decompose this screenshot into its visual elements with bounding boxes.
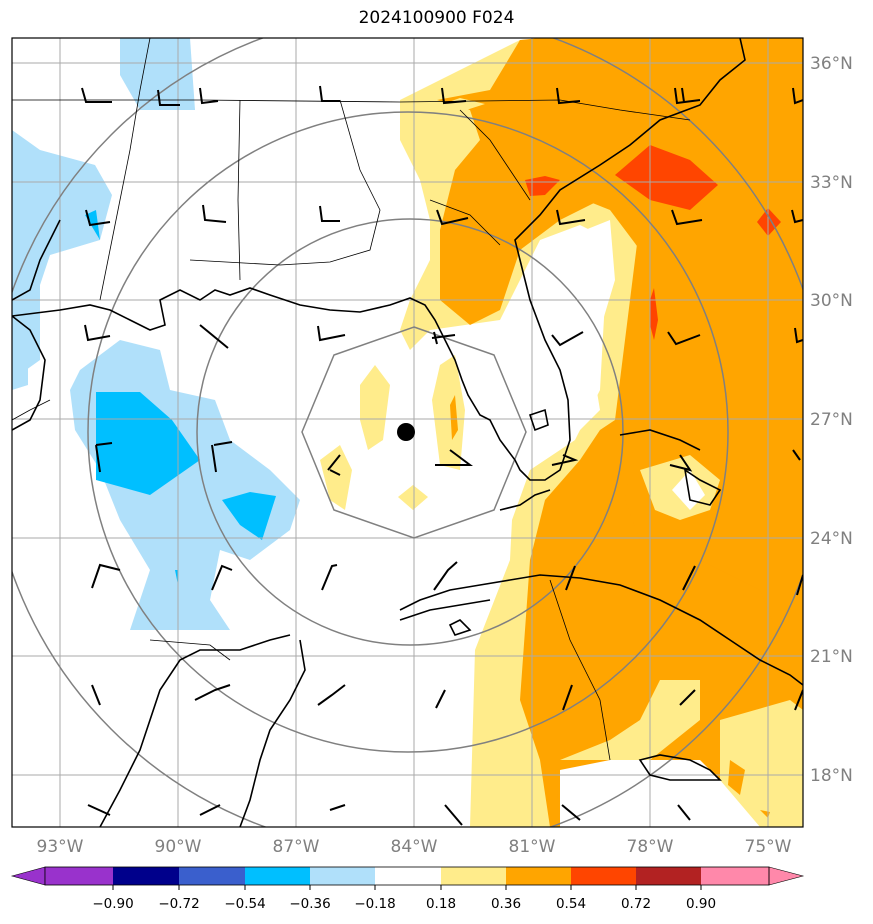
lat-label: 21°N bbox=[810, 647, 853, 667]
small-positive-blobs bbox=[320, 355, 465, 510]
colorbar-tick-label: 0.54 bbox=[556, 896, 586, 912]
colorbar-tick-label: 0.90 bbox=[686, 896, 716, 912]
storm-center-dot bbox=[397, 423, 415, 441]
colorbar-tick-label: 0.72 bbox=[621, 896, 651, 912]
colorbar-bin bbox=[179, 867, 245, 885]
colorbar-bin bbox=[113, 867, 179, 885]
wind-barbs bbox=[81, 85, 803, 826]
lat-label: 24°N bbox=[810, 529, 853, 549]
colorbar-tick-label: −0.36 bbox=[289, 896, 330, 912]
colorbar-tick-label: −0.54 bbox=[224, 896, 265, 912]
map-border bbox=[11, 37, 804, 828]
colorbar: −0.90 −0.72 −0.54 −0.36 −0.18 0.18 0.36 … bbox=[10, 866, 805, 912]
latitude-labels: 36°N 33°N 30°N 27°N 24°N 21°N 18°N bbox=[810, 54, 853, 786]
colorbar-bin bbox=[506, 867, 571, 885]
colorbar-bin bbox=[701, 867, 769, 885]
lon-label: 75°W bbox=[745, 837, 792, 857]
positive-anomaly-fill bbox=[400, 38, 803, 827]
lon-label: 93°W bbox=[37, 837, 84, 857]
colorbar-tick-label: −0.90 bbox=[92, 896, 133, 912]
lon-label: 84°W bbox=[391, 837, 438, 857]
lat-label: 33°N bbox=[810, 173, 853, 193]
colorbar-bin bbox=[245, 867, 310, 885]
graticule bbox=[12, 38, 803, 827]
negative-anomaly-fill bbox=[12, 38, 300, 630]
lat-label: 36°N bbox=[810, 54, 853, 74]
lon-label: 90°W bbox=[155, 837, 202, 857]
colorbar-min-extend bbox=[10, 866, 46, 886]
colorbar-tick-label: 0.18 bbox=[426, 896, 456, 912]
colorbar-bin bbox=[310, 867, 375, 885]
lon-label: 81°W bbox=[509, 837, 556, 857]
colorbar-bin bbox=[441, 867, 506, 885]
colorbar-tick-label: −0.72 bbox=[158, 896, 199, 912]
colorbar-bin bbox=[636, 867, 701, 885]
colorbar-tick-label: −0.18 bbox=[354, 896, 395, 912]
coastlines bbox=[12, 38, 803, 827]
lon-label: 87°W bbox=[273, 837, 320, 857]
map-area bbox=[12, 38, 803, 827]
lat-label: 18°N bbox=[810, 766, 853, 786]
lat-label: 30°N bbox=[810, 291, 853, 311]
chart-title: 2024100900 F024 bbox=[358, 8, 515, 28]
colorbar-bin bbox=[375, 867, 441, 885]
colorbar-bin bbox=[571, 867, 636, 885]
longitude-labels: 93°W 90°W 87°W 84°W 81°W 78°W 75°W bbox=[37, 837, 792, 857]
lat-label: 27°N bbox=[810, 410, 853, 430]
colorbar-max-extend bbox=[768, 866, 805, 886]
colorbar-bin bbox=[45, 867, 113, 885]
state-borders bbox=[12, 38, 691, 761]
colorbar-tick-label: 0.36 bbox=[491, 896, 521, 912]
lon-label: 78°W bbox=[627, 837, 674, 857]
range-rings bbox=[12, 38, 803, 827]
